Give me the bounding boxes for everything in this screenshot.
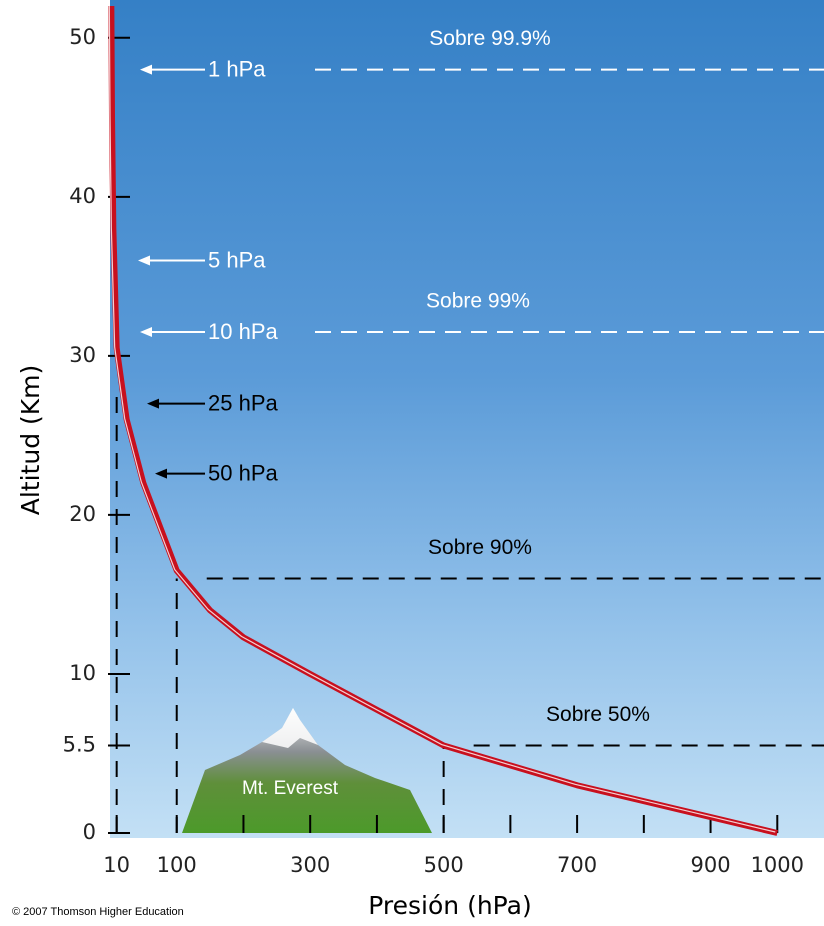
mountain-label: Mt. Everest [242,778,339,799]
arrow-label: 50 hPa [208,460,278,485]
level-label: Sobre 99% [426,290,530,313]
x-tick-label: 900 [691,853,731,877]
x-tick-label: 500 [424,853,464,877]
x-tick-label: 700 [557,853,597,877]
level-label: Sobre 90% [428,536,532,559]
arrow-label: 10 hPa [208,319,278,344]
arrow-head [140,64,152,75]
x-tick-label: 300 [290,853,330,877]
arrow-head [140,327,152,338]
y-tick-label: 0 [83,820,96,844]
x-tick-label: 10 [103,853,130,877]
sky-background [110,0,824,838]
y-tick-label: 10 [69,661,96,685]
arrow-label: 1 hPa [208,56,266,81]
curve-highlight [108,4,776,833]
arrow-label: 25 hPa [208,390,278,415]
arrow-head [155,468,167,479]
y-tick-label: 40 [69,184,96,208]
y-tick-label: 20 [69,502,96,526]
y-tick-label: 5.5 [63,733,96,757]
y-axis-label: Altitud (Km) [16,365,45,516]
arrow-head [147,398,159,409]
y-tick-label: 50 [69,25,96,49]
x-axis-label: Presión (hPa) [368,891,531,920]
x-tick-label: 1000 [751,853,804,877]
snow-cap [262,708,318,748]
x-tick-label: 100 [157,853,197,877]
credit: © 2007 Thomson Higher Education [12,906,184,918]
y-tick-label: 30 [69,343,96,367]
mountain [182,708,432,833]
level-label: Sobre 50% [546,703,650,726]
level-label: Sobre 99.9% [429,27,550,50]
arrow-label: 5 hPa [208,247,266,272]
arrow-head [138,255,150,266]
